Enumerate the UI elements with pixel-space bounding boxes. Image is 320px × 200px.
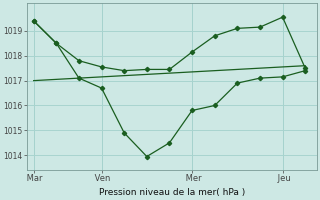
X-axis label: Pression niveau de la mer( hPa ): Pression niveau de la mer( hPa ) [99,188,245,197]
